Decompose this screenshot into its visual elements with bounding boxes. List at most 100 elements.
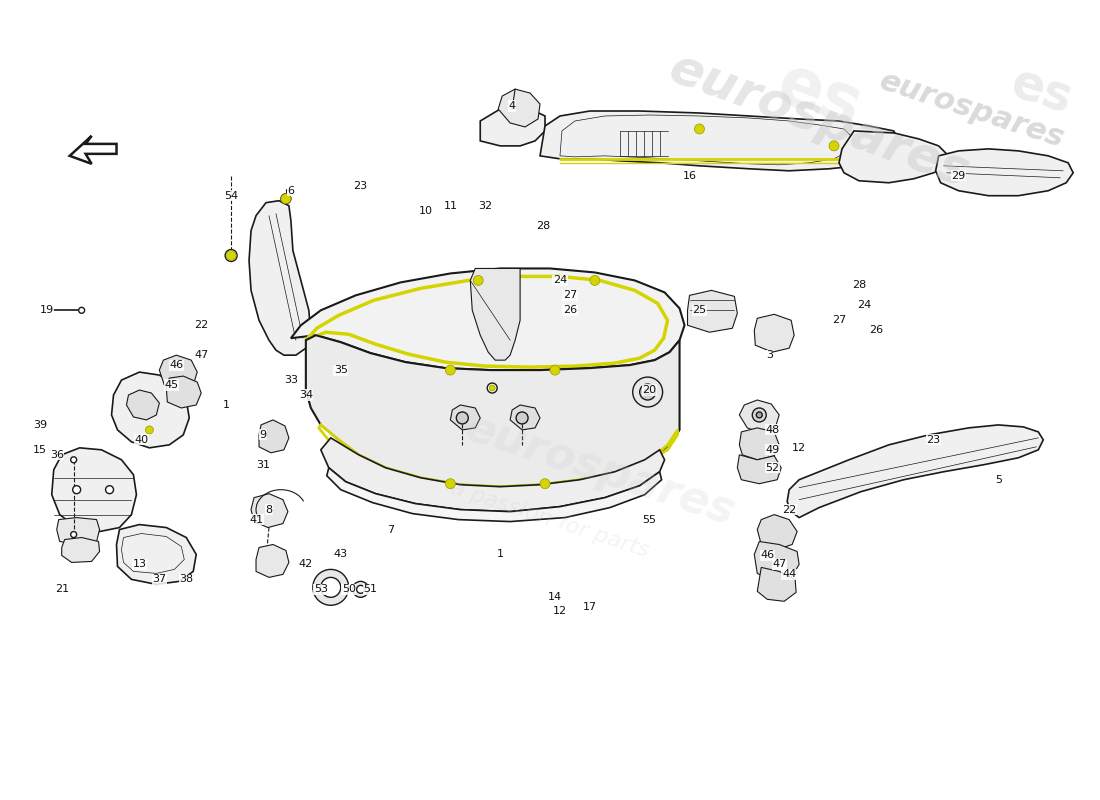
Text: 7: 7 — [387, 525, 394, 534]
Text: 29: 29 — [952, 170, 966, 181]
Text: 6: 6 — [287, 186, 295, 196]
Circle shape — [446, 365, 455, 375]
Circle shape — [829, 141, 839, 151]
Text: 45: 45 — [164, 380, 178, 390]
Polygon shape — [757, 514, 798, 550]
Polygon shape — [321, 438, 664, 512]
Polygon shape — [936, 149, 1074, 196]
Text: 14: 14 — [548, 592, 562, 602]
Circle shape — [590, 275, 600, 286]
Polygon shape — [327, 468, 661, 522]
Polygon shape — [739, 400, 779, 433]
Circle shape — [280, 194, 290, 204]
Text: 46: 46 — [169, 360, 184, 370]
Text: 55: 55 — [642, 514, 657, 525]
Text: 15: 15 — [33, 445, 47, 455]
Text: 17: 17 — [583, 602, 597, 612]
Polygon shape — [62, 538, 100, 562]
Polygon shape — [481, 106, 544, 146]
Circle shape — [487, 383, 497, 393]
Circle shape — [490, 385, 495, 391]
Polygon shape — [471, 269, 520, 360]
Circle shape — [473, 275, 483, 286]
Polygon shape — [160, 355, 197, 390]
Polygon shape — [757, 567, 796, 602]
Text: 23: 23 — [353, 181, 367, 190]
Text: 26: 26 — [869, 326, 883, 335]
Circle shape — [356, 586, 364, 594]
Text: 25: 25 — [692, 306, 706, 315]
Polygon shape — [737, 455, 781, 484]
Text: es: es — [1004, 59, 1078, 124]
Text: 27: 27 — [832, 315, 846, 326]
Text: 33: 33 — [284, 375, 298, 385]
Circle shape — [353, 582, 369, 598]
Polygon shape — [251, 494, 288, 527]
Text: 3: 3 — [766, 350, 772, 360]
Text: 8: 8 — [265, 505, 273, 514]
Circle shape — [321, 578, 341, 598]
Circle shape — [446, 478, 455, 489]
Text: 23: 23 — [926, 435, 940, 445]
Polygon shape — [755, 542, 799, 582]
Circle shape — [550, 365, 560, 375]
Text: 46: 46 — [760, 550, 774, 561]
Polygon shape — [126, 390, 160, 420]
Circle shape — [70, 531, 77, 538]
Text: 47: 47 — [194, 350, 208, 360]
Text: 12: 12 — [553, 606, 566, 616]
Polygon shape — [540, 111, 899, 170]
Circle shape — [280, 194, 290, 204]
Text: eurospares: eurospares — [460, 406, 740, 534]
Text: 28: 28 — [851, 280, 866, 290]
Text: 36: 36 — [50, 450, 64, 460]
Text: 54: 54 — [224, 190, 239, 201]
Text: a passion for parts: a passion for parts — [448, 478, 652, 561]
Text: 35: 35 — [333, 365, 348, 375]
Circle shape — [694, 124, 704, 134]
Text: es: es — [768, 50, 870, 142]
Text: 13: 13 — [132, 559, 146, 570]
Text: 1: 1 — [497, 550, 504, 559]
Text: 37: 37 — [152, 574, 166, 584]
Text: 49: 49 — [766, 445, 780, 455]
Polygon shape — [290, 269, 684, 370]
Text: 1: 1 — [222, 400, 230, 410]
Polygon shape — [249, 201, 311, 355]
Text: 42: 42 — [299, 559, 314, 570]
Circle shape — [645, 389, 650, 395]
Text: 11: 11 — [443, 201, 458, 210]
Circle shape — [145, 426, 153, 434]
Text: 50: 50 — [342, 584, 355, 594]
Circle shape — [516, 412, 528, 424]
Polygon shape — [739, 428, 779, 460]
Text: eurospares: eurospares — [662, 44, 976, 198]
Polygon shape — [839, 131, 948, 182]
Text: 16: 16 — [682, 170, 696, 181]
Polygon shape — [258, 420, 289, 453]
Circle shape — [312, 570, 349, 606]
Polygon shape — [755, 314, 794, 352]
Text: 26: 26 — [563, 306, 578, 315]
Polygon shape — [450, 405, 481, 430]
Circle shape — [540, 478, 550, 489]
Circle shape — [106, 486, 113, 494]
Text: 20: 20 — [642, 385, 657, 395]
Text: 39: 39 — [33, 420, 47, 430]
Text: 34: 34 — [299, 390, 312, 400]
Text: 28: 28 — [536, 221, 550, 230]
Circle shape — [757, 412, 762, 418]
Text: 27: 27 — [563, 290, 578, 300]
Circle shape — [227, 250, 236, 261]
Circle shape — [70, 457, 77, 462]
Text: 9: 9 — [260, 430, 266, 440]
Text: 10: 10 — [418, 206, 432, 216]
Text: 19: 19 — [40, 306, 54, 315]
Text: 22: 22 — [194, 320, 208, 330]
Polygon shape — [256, 545, 289, 578]
Polygon shape — [117, 525, 196, 584]
Polygon shape — [69, 136, 117, 164]
Circle shape — [78, 307, 85, 314]
Polygon shape — [306, 335, 680, 486]
Polygon shape — [111, 372, 189, 448]
